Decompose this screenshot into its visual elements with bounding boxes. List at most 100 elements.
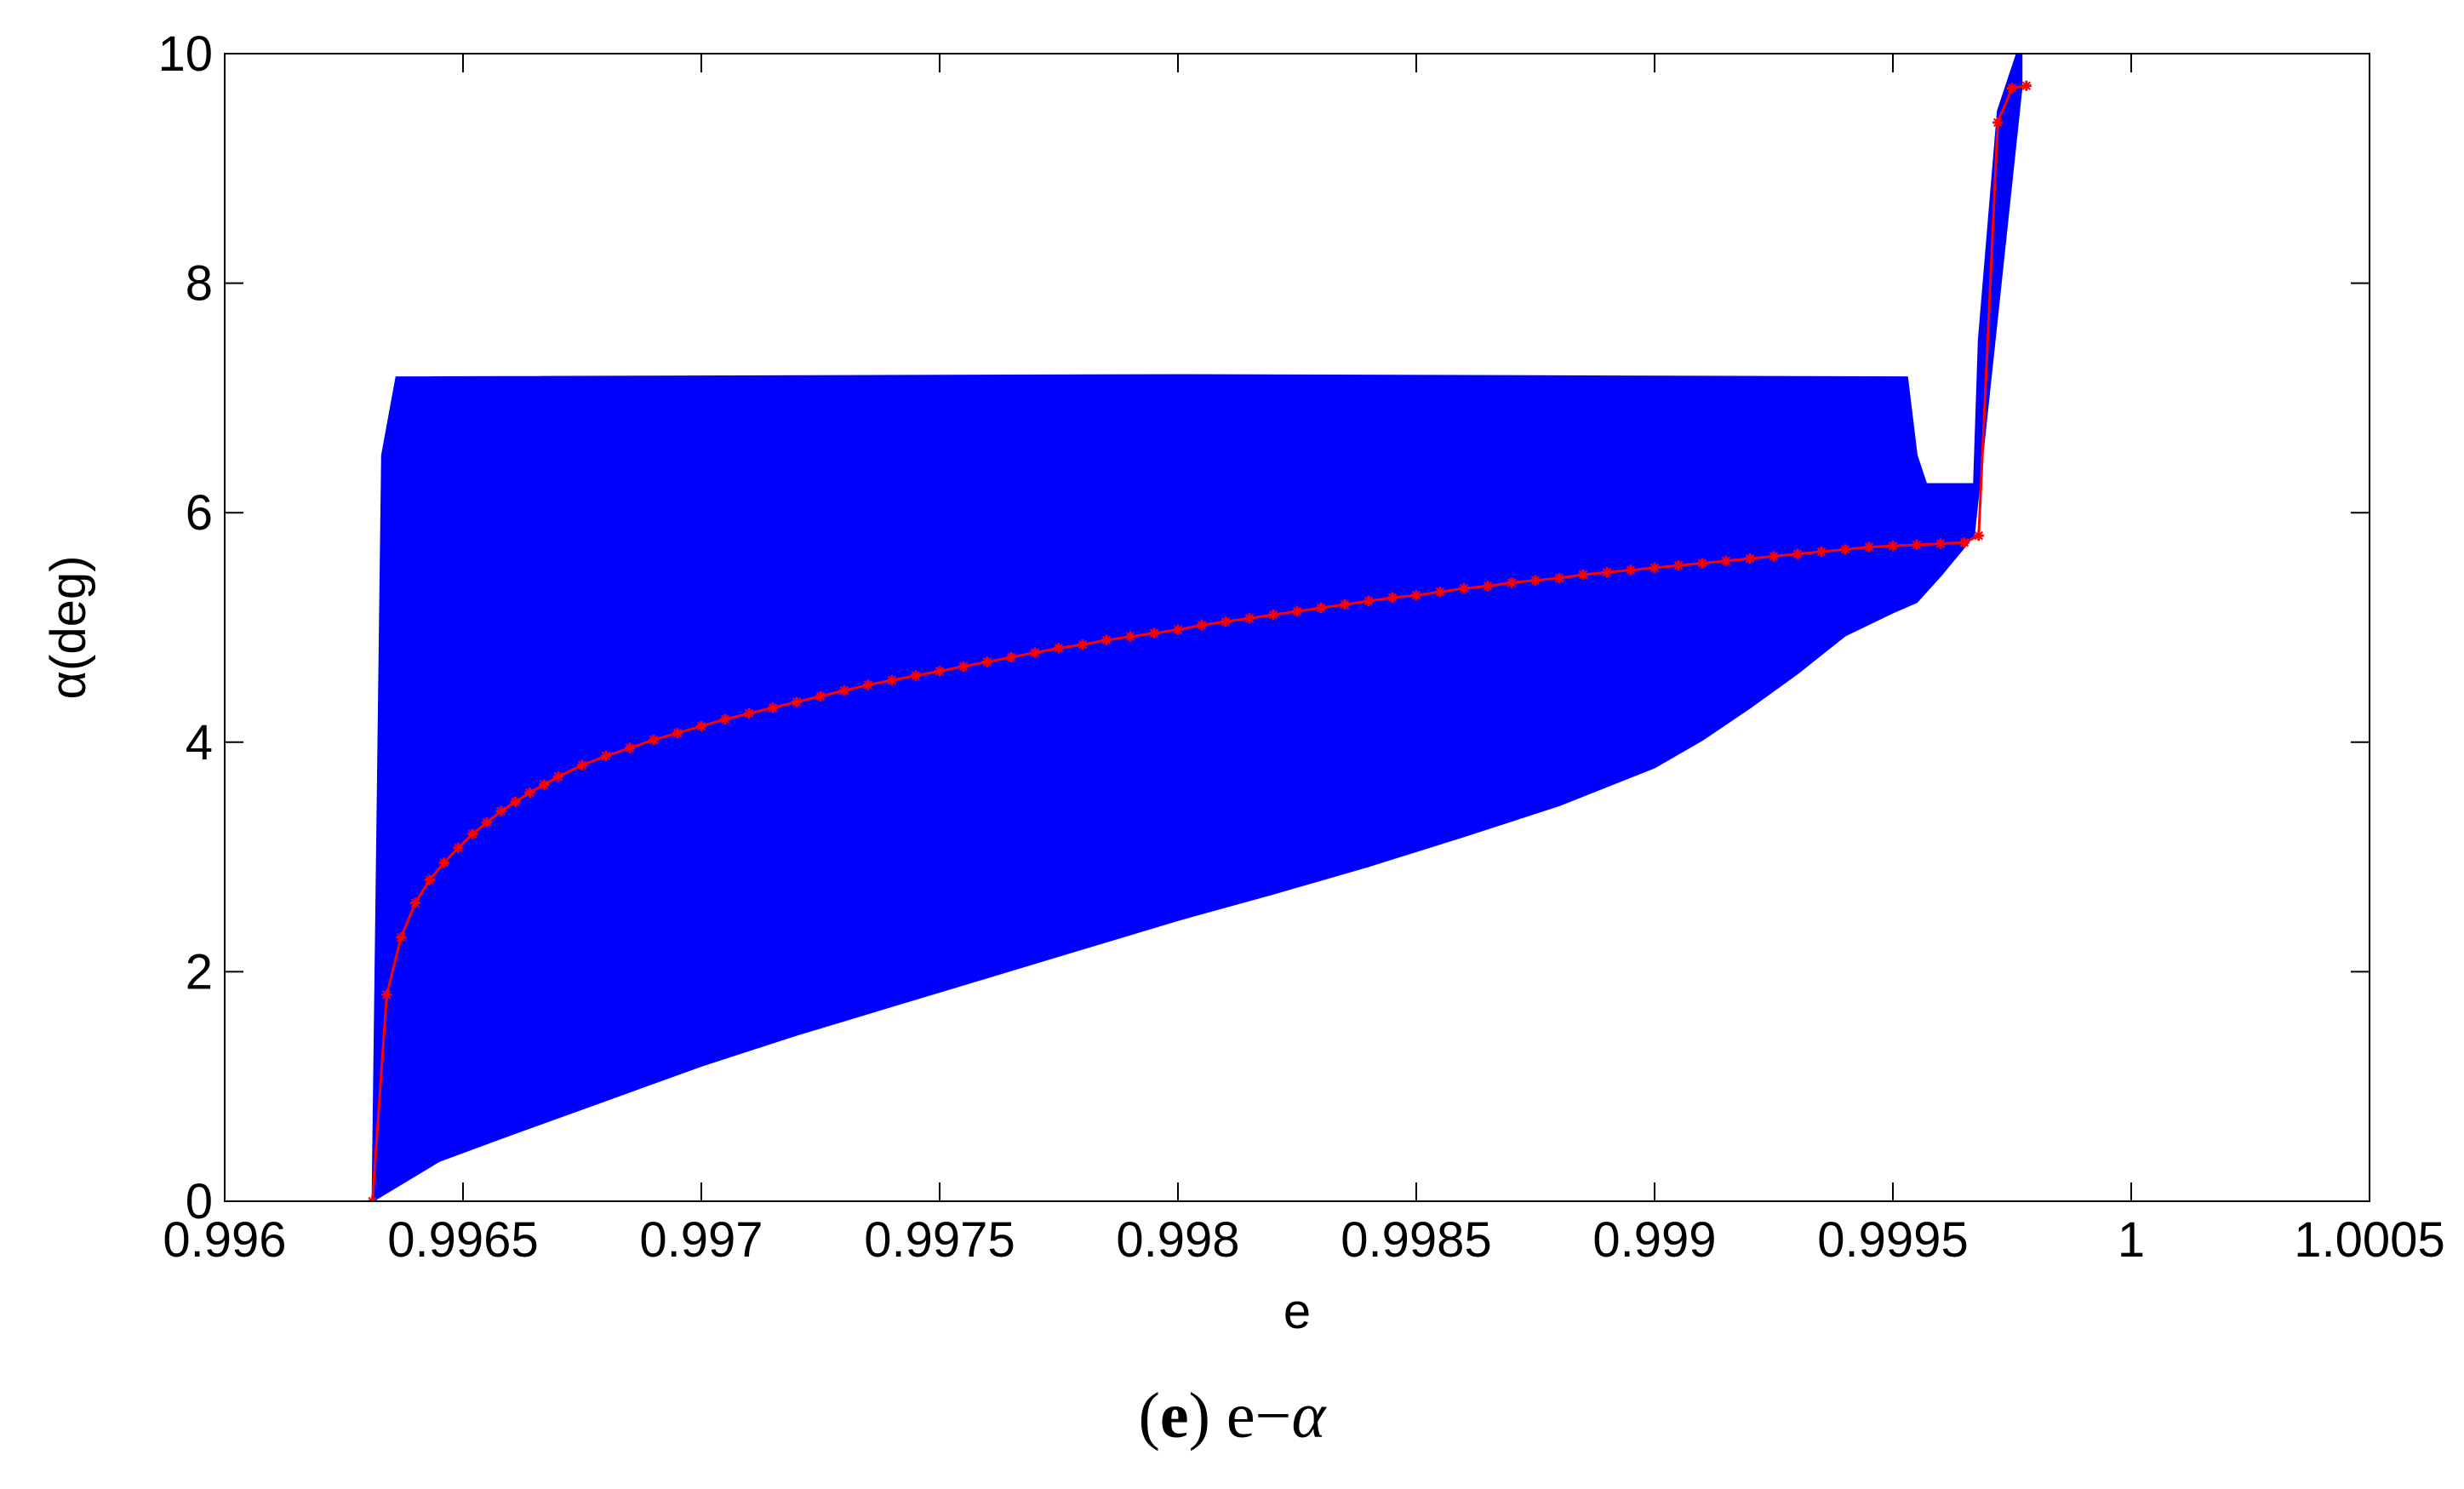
marker-stroke — [1173, 625, 1183, 634]
marker-stroke — [1411, 591, 1421, 600]
marker-stroke — [1078, 640, 1088, 650]
marker-stroke — [1721, 556, 1731, 566]
caption-panel-letter: e — [1159, 1380, 1189, 1452]
red-series-marker — [1792, 548, 1803, 559]
red-series-marker — [958, 661, 969, 672]
blue-band-region — [371, 54, 2023, 1201]
marker-stroke — [863, 680, 873, 690]
red-series-marker — [839, 685, 849, 696]
marker-stroke — [911, 671, 921, 680]
marker-stroke — [1673, 561, 1684, 570]
red-series-marker — [1244, 613, 1255, 624]
y-tick-label: 4 — [186, 715, 213, 770]
caption-alpha-symbol: α — [1291, 1380, 1326, 1452]
marker-stroke — [1316, 603, 1326, 613]
red-series-marker — [2021, 80, 2032, 91]
red-series-marker — [1483, 581, 1493, 592]
red-series-marker — [1769, 551, 1779, 562]
marker-stroke — [815, 691, 826, 702]
red-series-marker — [1221, 616, 1231, 627]
red-series-marker — [1626, 564, 1636, 576]
marker-stroke — [1840, 545, 1850, 554]
marker-stroke — [1992, 117, 2003, 128]
red-series-marker — [1912, 539, 1922, 550]
red-series-marker — [1316, 603, 1326, 614]
marker-stroke — [1054, 644, 1064, 653]
red-series-marker — [911, 670, 921, 681]
marker-stroke — [482, 817, 492, 828]
x-tick-label: 0.9985 — [1341, 1212, 1491, 1268]
red-series-marker — [649, 735, 659, 746]
y-tick-label: 8 — [186, 256, 213, 312]
red-series-marker — [1602, 567, 1612, 578]
red-series-marker — [438, 857, 449, 868]
marker-stroke — [839, 685, 849, 696]
red-series-marker — [935, 666, 945, 677]
marker-stroke — [396, 932, 406, 942]
marker-stroke — [1935, 539, 1946, 548]
marker-stroke — [425, 875, 435, 885]
red-series-marker — [768, 702, 778, 713]
red-series-marker — [1054, 643, 1064, 654]
red-series-marker — [424, 874, 435, 885]
marker-stroke — [2021, 81, 2032, 90]
marker-stroke — [672, 728, 683, 738]
marker-stroke — [1459, 583, 1469, 593]
marker-stroke — [439, 858, 449, 868]
red-series-marker — [1292, 606, 1302, 617]
red-series-marker — [482, 817, 492, 828]
marker-stroke — [1221, 617, 1231, 627]
x-tick-label: 0.9975 — [864, 1212, 1015, 1268]
marker-stroke — [1125, 632, 1135, 641]
marker-stroke — [958, 661, 969, 672]
red-series-marker — [381, 989, 392, 1000]
red-series-marker — [1935, 538, 1946, 549]
marker-stroke — [1912, 540, 1922, 550]
red-series-marker — [1697, 558, 1707, 569]
red-series-marker — [1197, 620, 1207, 631]
red-series-marker — [1149, 627, 1159, 639]
red-series-marker — [672, 728, 683, 739]
marker-stroke — [1578, 570, 1588, 580]
red-series-marker — [1530, 575, 1541, 586]
red-series-marker — [1506, 577, 1517, 588]
x-tick-label: 0.996 — [163, 1212, 286, 1268]
marker-stroke — [1864, 542, 1874, 552]
red-series-marker — [720, 713, 730, 724]
marker-stroke — [1149, 628, 1159, 638]
marker-stroke — [649, 735, 659, 745]
red-series-marker — [815, 690, 826, 702]
red-series-marker — [1745, 553, 1755, 564]
red-series-marker — [1006, 652, 1016, 663]
x-tick-label: 0.997 — [639, 1212, 763, 1268]
red-series-marker — [453, 842, 464, 853]
axes-box — [224, 53, 2370, 1202]
red-series-marker — [553, 771, 563, 782]
marker-stroke — [792, 697, 802, 707]
marker-stroke — [1363, 596, 1374, 606]
marker-stroke — [1974, 530, 1984, 541]
red-series-marker — [495, 805, 506, 816]
x-tick-label: 0.999 — [1592, 1212, 1716, 1268]
marker-stroke — [1435, 587, 1445, 597]
red-series-marker — [1959, 537, 1969, 548]
marker-stroke — [496, 806, 506, 816]
red-series-marker — [696, 720, 706, 731]
marker-stroke — [601, 751, 611, 761]
red-series-marker — [1268, 610, 1278, 621]
red-series-marker — [863, 679, 873, 690]
red-series-marker — [577, 759, 587, 770]
marker-stroke — [1030, 648, 1040, 657]
marker-stroke — [1959, 538, 1969, 547]
red-series-marker — [510, 796, 521, 807]
marker-stroke — [1602, 568, 1612, 577]
red-series-marker — [1459, 583, 1469, 594]
marker-stroke — [1197, 621, 1207, 630]
red-series-marker — [1101, 634, 1112, 645]
marker-stroke — [1626, 565, 1636, 575]
red-series-marker — [1649, 562, 1660, 573]
red-series-marker — [1840, 544, 1850, 555]
marker-stroke — [368, 1196, 374, 1201]
x-tick-label: 0.998 — [1116, 1212, 1239, 1268]
marker-stroke — [1745, 553, 1755, 564]
